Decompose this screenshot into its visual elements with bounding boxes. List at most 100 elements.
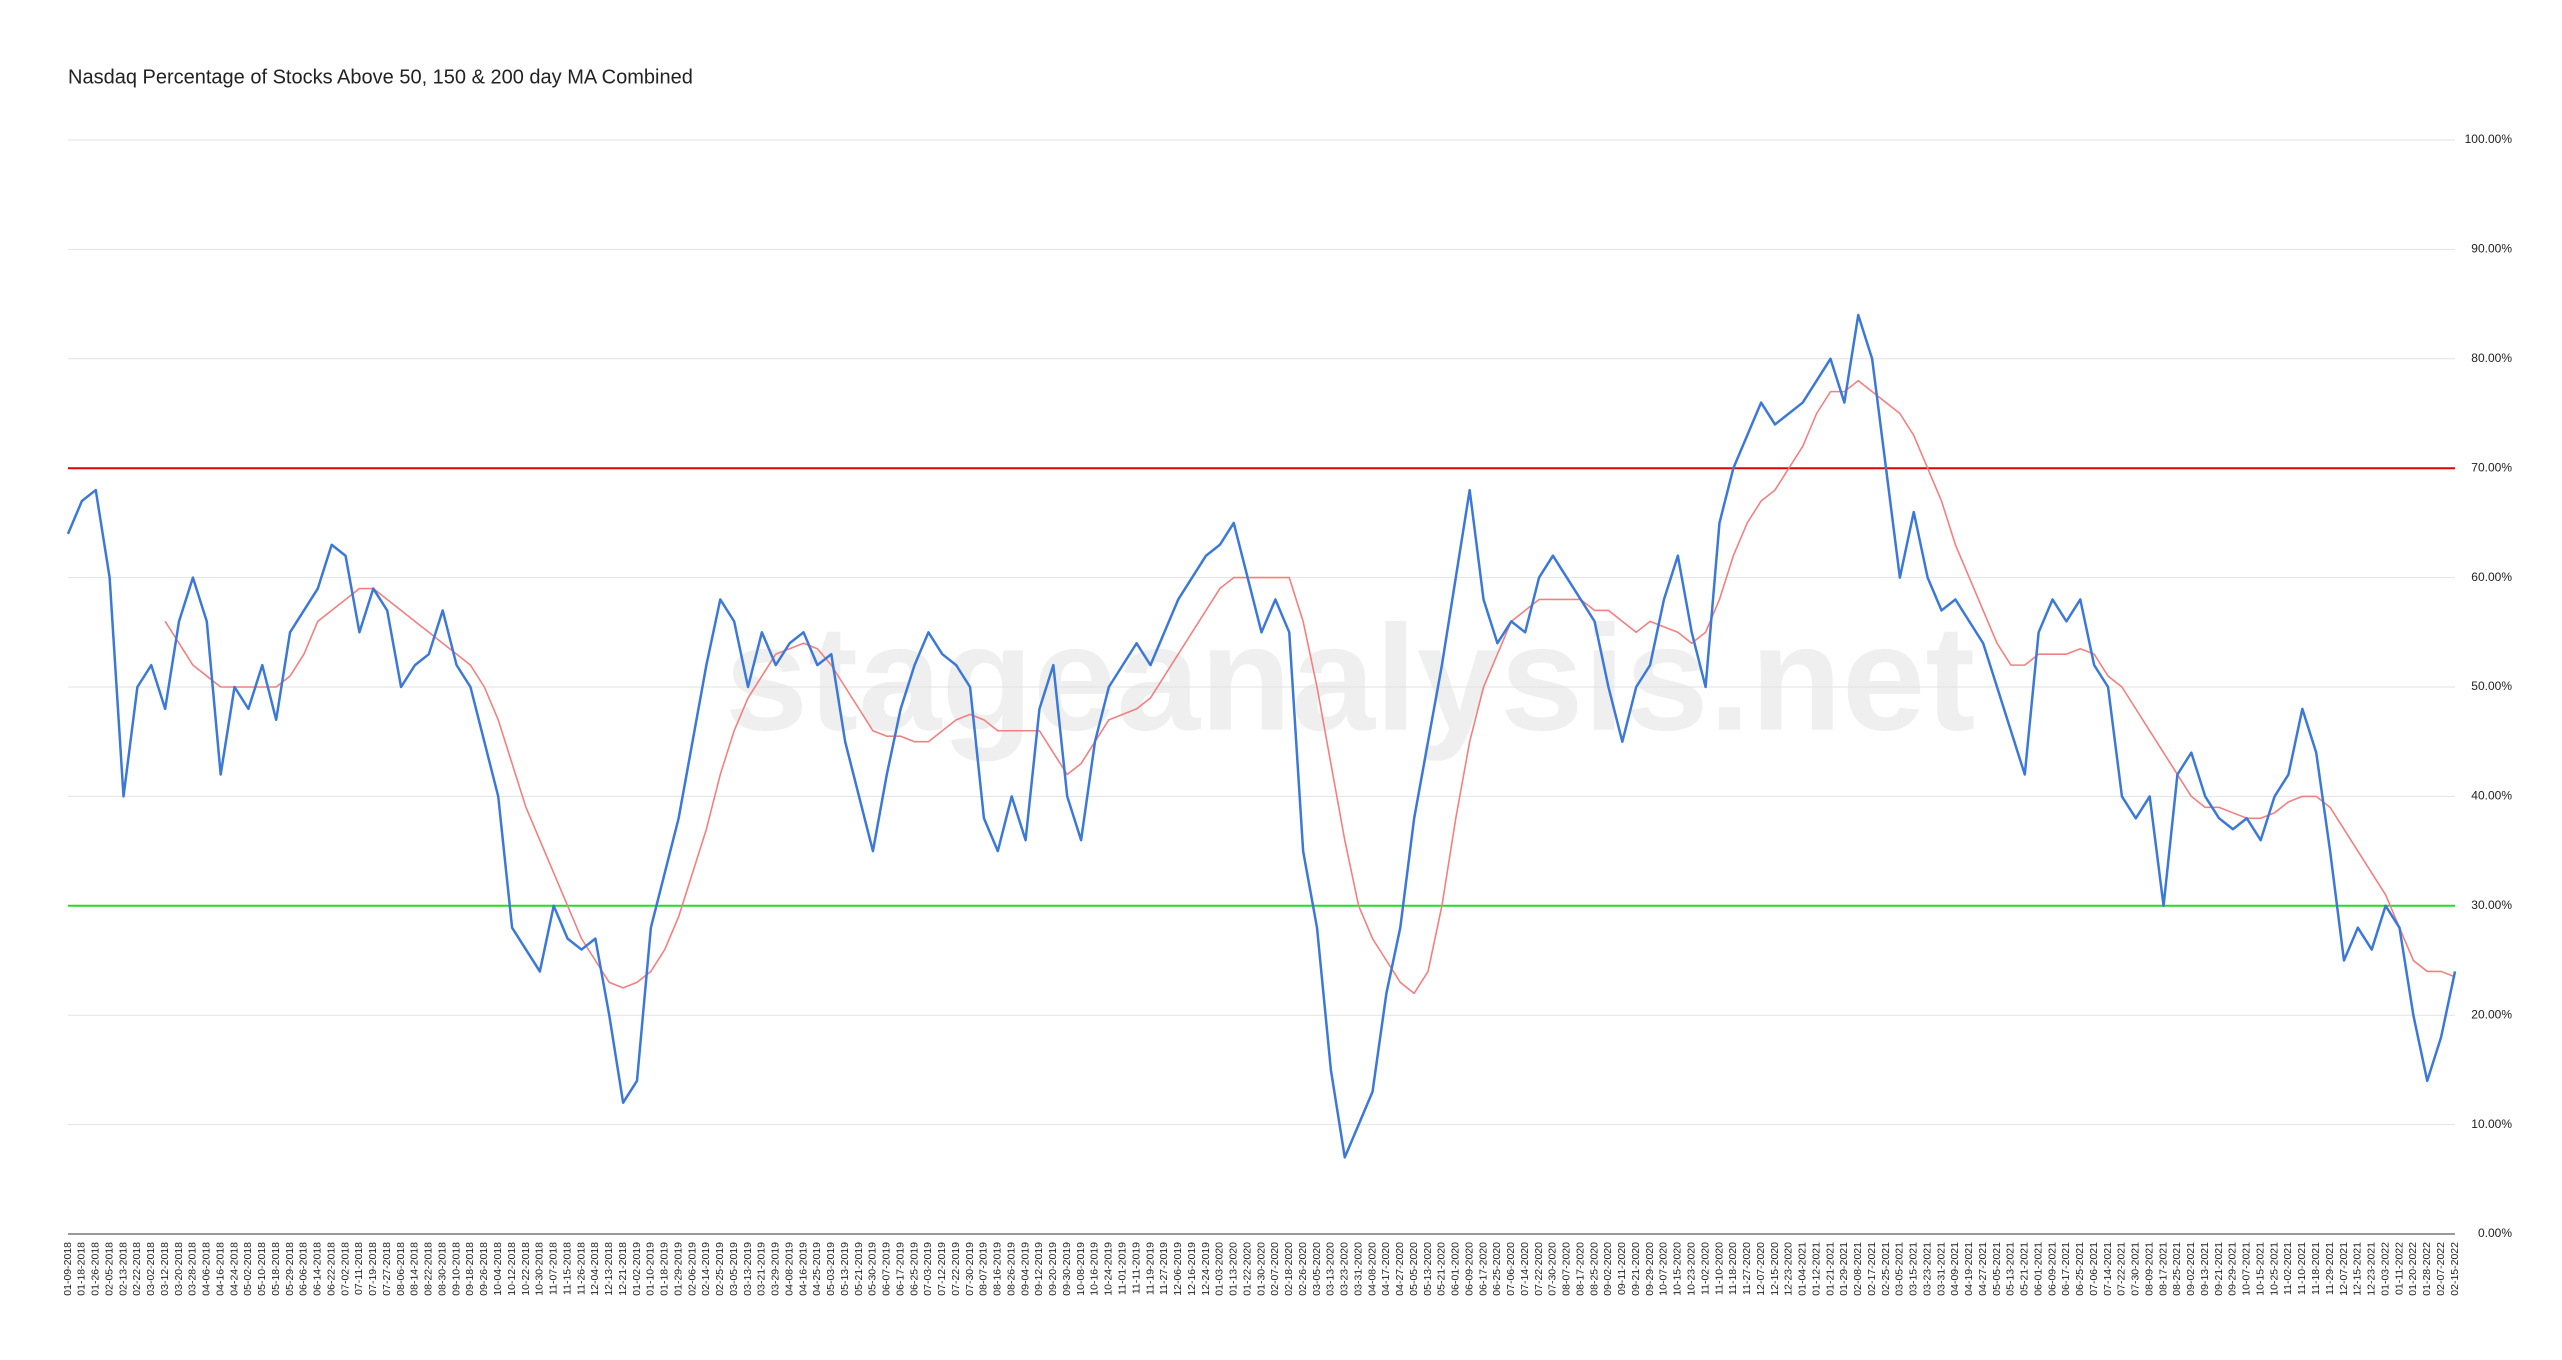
x-tick-label: 01-09-2018 [62, 1242, 74, 1296]
x-tick-label: 11-10-2020 [1713, 1242, 1725, 1295]
x-tick-label: 06-17-2019 [894, 1242, 906, 1296]
x-tick-label: 06-25-2021 [2074, 1242, 2086, 1296]
x-tick-label: 01-20-2022 [2407, 1242, 2419, 1296]
x-tick-label: 09-02-2021 [2185, 1242, 2197, 1296]
x-tick-label: 05-13-2021 [2005, 1242, 2017, 1296]
x-tick-label: 05-30-2019 [867, 1242, 879, 1296]
x-tick-label: 07-30-2021 [2130, 1242, 2142, 1296]
y-tick-label: 60.00% [2471, 570, 2512, 584]
x-tick-label: 05-05-2020 [1408, 1242, 1420, 1296]
x-tick-label: 12-06-2019 [1172, 1242, 1184, 1296]
x-tick-label: 05-18-2018 [270, 1242, 282, 1296]
x-tick-label: 04-25-2019 [811, 1242, 823, 1296]
x-tick-label: 10-22-2018 [520, 1242, 532, 1296]
x-tick-label: 12-07-2020 [1755, 1242, 1767, 1296]
x-tick-label: 08-07-2020 [1561, 1242, 1573, 1296]
x-tick-label: 10-15-2020 [1672, 1242, 1684, 1296]
series-line [164, 379, 2456, 995]
x-tick-label: 10-16-2019 [1089, 1242, 1101, 1296]
x-tick-label: 10-25-2021 [2268, 1242, 2280, 1296]
x-tick-label: 10-07-2021 [2241, 1242, 2253, 1296]
x-tick-label: 12-13-2018 [603, 1242, 615, 1296]
x-tick-label: 04-06-2018 [201, 1242, 213, 1296]
x-tick-label: 04-24-2018 [228, 1242, 240, 1296]
x-tick-label: 02-25-2021 [1880, 1242, 1892, 1296]
x-tick-label: 10-24-2019 [1103, 1242, 1115, 1296]
x-tick-label: 07-30-2019 [964, 1242, 976, 1296]
y-tick-label: 50.00% [2471, 679, 2512, 693]
x-tick-label: 06-09-2021 [2046, 1242, 2058, 1296]
x-tick-label: 04-19-2021 [1963, 1242, 1975, 1296]
x-tick-label: 09-04-2019 [1019, 1242, 1031, 1296]
x-tick-label: 07-03-2019 [922, 1242, 934, 1296]
x-tick-label: 03-02-2018 [145, 1242, 157, 1296]
x-tick-label: 03-05-2019 [728, 1242, 740, 1296]
x-tick-label: 12-04-2018 [589, 1242, 601, 1296]
x-tick-label: 01-12-2021 [1810, 1242, 1822, 1296]
y-tick-label: 80.00% [2471, 351, 2512, 365]
x-tick-label: 06-22-2018 [325, 1242, 337, 1296]
x-tick-label: 02-07-2020 [1269, 1242, 1281, 1296]
x-tick-label: 11-26-2018 [575, 1242, 587, 1295]
x-tick-label: 08-07-2019 [978, 1242, 990, 1296]
x-tick-label: 05-10-2018 [256, 1242, 268, 1296]
y-tick-label: 90.00% [2471, 242, 2512, 256]
x-tick-label: 01-03-2022 [2379, 1242, 2391, 1296]
x-tick-label: 01-10-2019 [645, 1242, 657, 1296]
x-tick-label: 07-02-2018 [339, 1242, 351, 1296]
x-tick-label: 09-12-2019 [1033, 1242, 1045, 1296]
x-tick-label: 09-13-2021 [2199, 1242, 2211, 1296]
x-tick-label: 11-02-2021 [2282, 1242, 2294, 1295]
x-tick-label: 02-13-2018 [117, 1242, 129, 1296]
watermark: stageanalysis.net [725, 594, 1976, 762]
x-tick-label: 08-17-2021 [2157, 1242, 2169, 1296]
x-tick-label: 11-11-2019 [1130, 1242, 1142, 1294]
x-tick-label: 09-20-2019 [1047, 1242, 1059, 1296]
x-tick-label: 12-16-2019 [1186, 1242, 1198, 1296]
x-tick-label: 10-04-2018 [492, 1242, 504, 1296]
x-tick-label: 01-18-2019 [659, 1242, 671, 1296]
y-tick-label: 20.00% [2471, 1007, 2512, 1021]
y-tick-label: 100.00% [2465, 132, 2513, 146]
x-tick-label: 11-15-2018 [561, 1242, 573, 1295]
x-tick-label: 03-20-2018 [173, 1242, 185, 1296]
y-tick-label: 40.00% [2471, 789, 2512, 803]
x-tick-label: 11-07-2018 [548, 1242, 560, 1295]
x-tick-label: 07-14-2020 [1519, 1242, 1531, 1296]
x-tick-label: 12-23-2020 [1783, 1242, 1795, 1296]
x-tick-label: 06-07-2019 [881, 1242, 893, 1296]
x-tick-label: 02-07-2022 [2435, 1242, 2447, 1296]
y-tick-label: 30.00% [2471, 898, 2512, 912]
x-tick-label: 06-14-2018 [312, 1242, 324, 1296]
x-tick-label: 03-15-2021 [1908, 1242, 1920, 1296]
y-tick-label: 10.00% [2471, 1117, 2512, 1131]
x-tick-label: 06-01-2020 [1450, 1242, 1462, 1296]
x-tick-label: 02-26-2020 [1297, 1242, 1309, 1296]
x-tick-label: 08-26-2019 [1005, 1242, 1017, 1296]
x-tick-label: 11-29-2021 [2324, 1242, 2336, 1295]
x-tick-label: 07-06-2020 [1505, 1242, 1517, 1296]
x-tick-label: 03-21-2019 [756, 1242, 768, 1296]
x-tick-label: 09-26-2018 [478, 1242, 490, 1296]
x-tick-label: 08-09-2021 [2143, 1242, 2155, 1296]
x-tick-label: 07-22-2019 [950, 1242, 962, 1296]
x-tick-label: 04-09-2021 [1949, 1242, 1961, 1296]
y-tick-label: 0.00% [2478, 1226, 2512, 1240]
x-tick-label: 11-27-2019 [1158, 1242, 1170, 1295]
x-tick-label: 05-03-2019 [825, 1242, 837, 1296]
x-tick-label: 10-23-2020 [1685, 1242, 1697, 1296]
x-tick-label: 08-16-2019 [992, 1242, 1004, 1296]
x-tick-label: 08-30-2018 [436, 1242, 448, 1296]
x-tick-label: 08-17-2020 [1574, 1242, 1586, 1296]
x-tick-label: 02-14-2019 [700, 1242, 712, 1296]
x-tick-label: 01-13-2020 [1228, 1242, 1240, 1296]
x-tick-label: 05-05-2021 [1991, 1242, 2003, 1296]
x-tick-label: 01-22-2020 [1241, 1242, 1253, 1296]
x-tick-label: 03-12-2018 [159, 1242, 171, 1296]
x-tick-label: 10-07-2020 [1658, 1242, 1670, 1296]
x-tick-label: 07-11-2018 [353, 1242, 365, 1295]
x-tick-label: 07-12-2019 [936, 1242, 948, 1296]
x-tick-label: 08-06-2018 [395, 1242, 407, 1296]
x-tick-label: 03-31-2020 [1352, 1242, 1364, 1296]
